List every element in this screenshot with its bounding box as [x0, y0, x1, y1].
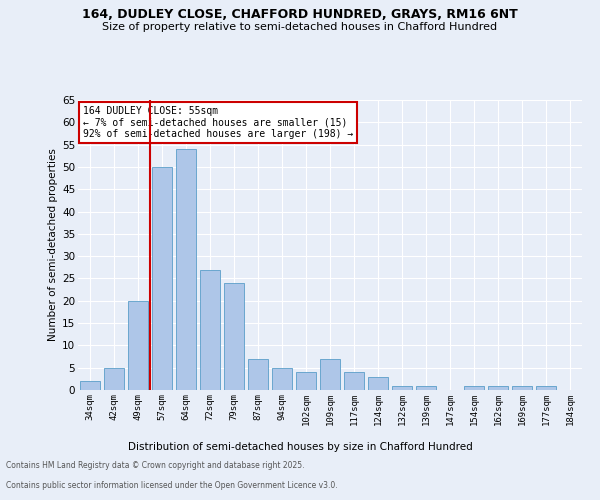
Text: Contains public sector information licensed under the Open Government Licence v3: Contains public sector information licen…: [6, 481, 338, 490]
Bar: [272, 368, 292, 390]
Bar: [176, 149, 196, 390]
Bar: [224, 283, 244, 390]
Text: Distribution of semi-detached houses by size in Chafford Hundred: Distribution of semi-detached houses by …: [128, 442, 472, 452]
Bar: [104, 368, 124, 390]
Bar: [80, 381, 100, 390]
Bar: [488, 386, 508, 390]
Text: 164 DUDLEY CLOSE: 55sqm
← 7% of semi-detached houses are smaller (15)
92% of sem: 164 DUDLEY CLOSE: 55sqm ← 7% of semi-det…: [83, 106, 353, 139]
Text: Contains HM Land Registry data © Crown copyright and database right 2025.: Contains HM Land Registry data © Crown c…: [6, 461, 305, 470]
Bar: [392, 386, 412, 390]
Bar: [416, 386, 436, 390]
Bar: [248, 359, 268, 390]
Bar: [296, 372, 316, 390]
Bar: [536, 386, 556, 390]
Bar: [512, 386, 532, 390]
Bar: [128, 301, 148, 390]
Bar: [368, 376, 388, 390]
Bar: [152, 167, 172, 390]
Y-axis label: Number of semi-detached properties: Number of semi-detached properties: [48, 148, 58, 342]
Bar: [200, 270, 220, 390]
Bar: [344, 372, 364, 390]
Bar: [320, 359, 340, 390]
Bar: [464, 386, 484, 390]
Text: 164, DUDLEY CLOSE, CHAFFORD HUNDRED, GRAYS, RM16 6NT: 164, DUDLEY CLOSE, CHAFFORD HUNDRED, GRA…: [82, 8, 518, 20]
Text: Size of property relative to semi-detached houses in Chafford Hundred: Size of property relative to semi-detach…: [103, 22, 497, 32]
